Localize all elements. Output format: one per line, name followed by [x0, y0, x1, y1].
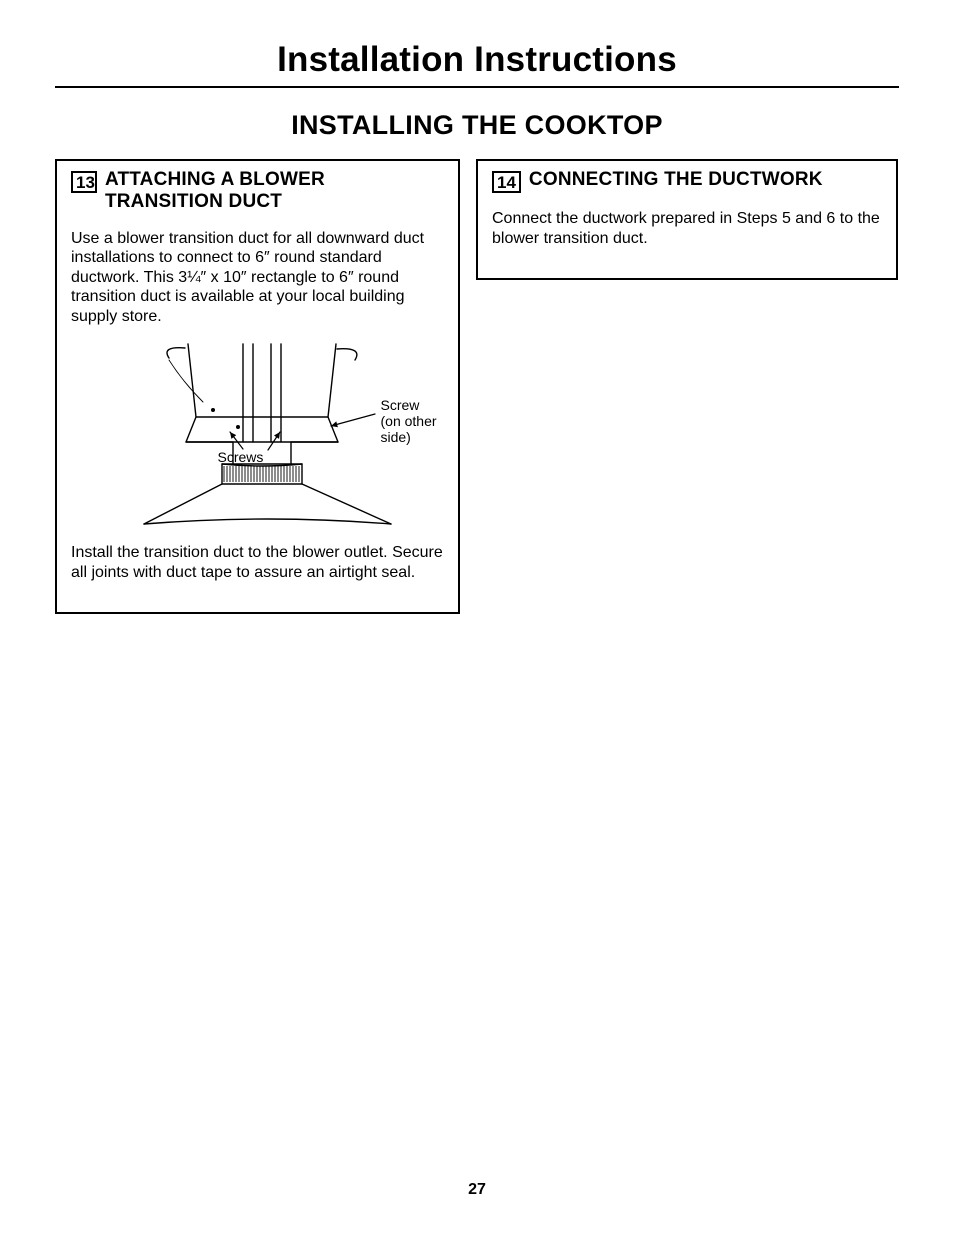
step-14-number: 14	[492, 171, 521, 193]
page-number: 27	[0, 1181, 954, 1199]
transition-duct-diagram: Screws Screw(on otherside)	[73, 342, 443, 527]
title-rule	[55, 86, 899, 88]
section-title: INSTALLING THE COOKTOP	[55, 110, 899, 141]
step-13-title: ATTACHING A BLOWER TRANSITION DUCT	[105, 169, 444, 213]
step-14-para-1: Connect the ductwork prepared in Steps 5…	[492, 209, 882, 248]
diagram-label-screws: Screws	[218, 449, 264, 465]
step-14-title: CONNECTING THE DUCTWORK	[529, 169, 823, 191]
diagram-label-screw-side: Screw(on otherside)	[381, 397, 437, 445]
columns: 13 ATTACHING A BLOWER TRANSITION DUCT Us…	[55, 159, 899, 614]
step-13-box: 13 ATTACHING A BLOWER TRANSITION DUCT Us…	[55, 159, 460, 614]
step-13-para-2: Install the transition duct to the blowe…	[71, 543, 444, 582]
step-13-head: 13 ATTACHING A BLOWER TRANSITION DUCT	[71, 169, 444, 213]
step-13-number: 13	[71, 171, 97, 193]
page: Installation Instructions INSTALLING THE…	[0, 0, 954, 1235]
step-14-head: 14 CONNECTING THE DUCTWORK	[492, 169, 882, 193]
main-title: Installation Instructions	[55, 40, 899, 80]
step-13-para-1: Use a blower transition duct for all dow…	[71, 229, 444, 327]
step-14-box: 14 CONNECTING THE DUCTWORK Connect the d…	[476, 159, 898, 280]
